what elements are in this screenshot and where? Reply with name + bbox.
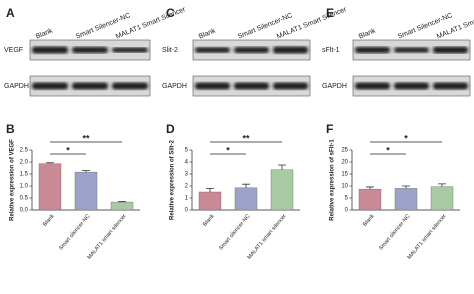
error-bar bbox=[118, 200, 126, 203]
blot-band bbox=[354, 46, 391, 54]
lane-label: Blank bbox=[358, 27, 377, 40]
bar bbox=[270, 169, 294, 211]
y-tick-label: 0 bbox=[345, 208, 349, 214]
bar bbox=[74, 171, 98, 211]
panel-letter: C bbox=[166, 6, 175, 20]
blot-band bbox=[272, 46, 309, 54]
blot-band bbox=[272, 82, 309, 90]
significance-label: * bbox=[66, 145, 70, 155]
error-bar bbox=[46, 162, 54, 164]
blot-band bbox=[233, 82, 270, 90]
y-tick-label: 2.5 bbox=[20, 148, 29, 154]
y-tick-label: 2 bbox=[185, 184, 189, 190]
significance-label: * bbox=[386, 145, 390, 155]
y-axis-label: Relative expression of sFlt-1 bbox=[330, 139, 336, 221]
y-tick-label: 1 bbox=[185, 196, 189, 202]
panel-letter: B bbox=[6, 122, 15, 136]
blot-band bbox=[72, 82, 108, 90]
x-tick-label: Blank bbox=[202, 213, 216, 228]
panel-letter: D bbox=[166, 122, 175, 136]
x-tick-label: Blank bbox=[362, 213, 376, 228]
error-bar bbox=[206, 188, 214, 192]
error-bar bbox=[402, 185, 410, 189]
bar bbox=[198, 191, 222, 211]
error-bar bbox=[366, 186, 374, 190]
blot-band bbox=[32, 82, 68, 90]
lane-label: Blank bbox=[198, 27, 217, 40]
y-tick-label: 5 bbox=[185, 148, 189, 154]
blot-band bbox=[432, 82, 469, 90]
blot-band bbox=[112, 82, 148, 90]
lane-label: MALAT1 Smart Silencer bbox=[115, 6, 187, 41]
row-label: Slit-2 bbox=[162, 47, 178, 54]
blot-band bbox=[194, 82, 231, 90]
y-tick-label: 15 bbox=[341, 172, 348, 178]
blot-band bbox=[432, 46, 469, 54]
x-tick-label: MALAT1 smart silencer bbox=[87, 213, 128, 260]
row-label: sFlt-1 bbox=[322, 47, 340, 54]
blot-band bbox=[32, 46, 68, 54]
significance-label: * bbox=[404, 133, 408, 143]
blot-band bbox=[354, 82, 391, 90]
row-label: GAPDH bbox=[162, 83, 187, 90]
y-tick-label: 0 bbox=[185, 208, 189, 214]
blot-band bbox=[112, 47, 148, 53]
bar bbox=[430, 186, 454, 211]
bar bbox=[394, 188, 418, 211]
x-tick-label: Smart silencer-NC bbox=[58, 213, 91, 251]
y-axis-label: Relative expression of VEGF bbox=[10, 139, 16, 221]
y-tick-label: 25 bbox=[341, 148, 348, 154]
significance-label: ** bbox=[82, 133, 90, 143]
y-tick-label: 2.0 bbox=[20, 160, 29, 166]
y-tick-label: 5 bbox=[345, 196, 349, 202]
y-tick-label: 4 bbox=[185, 160, 189, 166]
error-bar bbox=[82, 170, 90, 173]
row-label: GAPDH bbox=[322, 83, 347, 90]
blot-band bbox=[393, 82, 430, 90]
lane-label: Blank bbox=[35, 27, 54, 40]
blot-band bbox=[393, 47, 430, 53]
bar bbox=[234, 187, 258, 211]
y-tick-label: 1.0 bbox=[20, 184, 29, 190]
panel-letter: E bbox=[326, 6, 334, 20]
row-label: GAPDH bbox=[4, 83, 29, 90]
y-tick-label: 3 bbox=[185, 172, 189, 178]
panel-letter: A bbox=[6, 6, 15, 20]
bar bbox=[110, 201, 134, 211]
row-label: VEGF bbox=[4, 47, 23, 54]
x-tick-label: MALAT1 smart silencer bbox=[407, 213, 448, 260]
error-bar bbox=[278, 164, 286, 170]
error-bar bbox=[438, 183, 446, 187]
y-tick-label: 10 bbox=[341, 184, 348, 190]
y-tick-label: 0.0 bbox=[20, 208, 29, 214]
blot-band bbox=[194, 47, 231, 53]
bar bbox=[358, 188, 382, 211]
significance-label: * bbox=[226, 145, 230, 155]
blot-band bbox=[72, 46, 108, 54]
y-tick-label: 1.5 bbox=[20, 172, 29, 178]
bar bbox=[38, 163, 62, 211]
lane-label: MALAT1 Smart Silencer bbox=[276, 6, 348, 41]
panel-letter: F bbox=[326, 122, 333, 136]
x-tick-label: MALAT1 smart silencer bbox=[247, 213, 288, 260]
x-tick-label: Smart silencer-NC bbox=[378, 213, 411, 251]
significance-label: ** bbox=[242, 133, 250, 143]
blot-band bbox=[233, 47, 270, 53]
y-tick-label: 20 bbox=[341, 160, 348, 166]
error-bar bbox=[242, 183, 250, 188]
y-axis-label: Relative expression of Slit-2 bbox=[170, 139, 176, 220]
x-tick-label: Blank bbox=[42, 213, 56, 228]
y-tick-label: 0.5 bbox=[20, 196, 29, 202]
x-tick-label: Smart silencer-NC bbox=[218, 213, 251, 251]
